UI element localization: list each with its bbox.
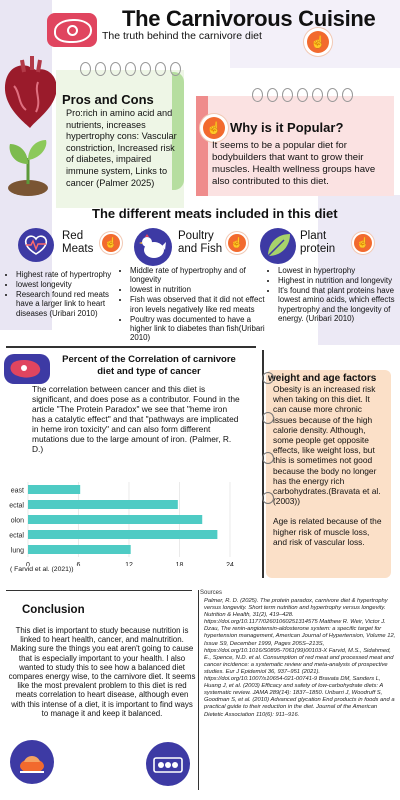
leaf-icon xyxy=(260,228,296,264)
sources-label: Sources xyxy=(200,590,223,596)
cancer-correlation-chart: 0 6 12 18 24 east ectal olon ectal lung xyxy=(9,482,234,566)
poultry-fish-list: Middle rate of hypertrophy and of longev… xyxy=(120,266,268,343)
list-item: Middle rate of hypertrophy and of longev… xyxy=(130,266,268,285)
bar xyxy=(28,545,131,554)
page-subtitle: The truth behind the carnivore diet xyxy=(102,30,262,42)
divider xyxy=(6,590,192,591)
list-item: Research found red meats have a larger l… xyxy=(16,290,128,318)
x-tick-label: 6 xyxy=(77,562,81,566)
correlation-title: Percent of the Correlation of carnivore … xyxy=(62,354,236,377)
seedling-icon xyxy=(8,140,48,196)
pros-cons-heading: Pros and Cons xyxy=(62,92,154,107)
bar xyxy=(28,515,203,524)
category-label: east xyxy=(11,488,24,495)
correlation-body: The correlation between cancer and this … xyxy=(32,384,240,454)
why-popular-heading: Why is it Popular? xyxy=(230,120,344,135)
pointer-icon: ☝ xyxy=(228,234,246,252)
steak-icon xyxy=(4,354,50,384)
list-item: Lowest in hypertrophy xyxy=(278,266,400,275)
red-meats-list: Highest rate of hypertrophy lowest longe… xyxy=(6,270,128,319)
red-meats-heading: Red Meats xyxy=(62,230,94,255)
chicken-icon xyxy=(134,228,172,266)
bar xyxy=(28,485,81,494)
weight-paragraph: Obesity is an increased risk when taking… xyxy=(273,384,381,507)
poultry-fish-heading: Poultry and Fish xyxy=(178,230,223,255)
plant-protein-list: Lowest in hypertrophy Highest in nutriti… xyxy=(268,266,400,324)
chart-caption: ( Farvid et al. (2021)) xyxy=(10,566,74,573)
turkey-icon xyxy=(10,740,54,784)
x-tick-label: 24 xyxy=(226,562,234,566)
pros-cons-rings xyxy=(80,62,185,81)
why-popular-card xyxy=(196,96,394,196)
weight-rings xyxy=(262,372,276,572)
pros-cons-card xyxy=(56,70,184,208)
list-item: lowest longevity xyxy=(16,280,128,289)
pointer-icon: ☝ xyxy=(354,234,372,252)
poultry-fish-pointer-button[interactable]: ☝ xyxy=(226,232,248,254)
plant-protein-pointer-button[interactable]: ☝ xyxy=(352,232,374,254)
list-item: Fish was observed that it did not effect… xyxy=(130,295,268,314)
category-label: ectal xyxy=(9,503,24,510)
age-paragraph: Age is related because of the higher ris… xyxy=(273,516,382,547)
why-popular-pointer-button[interactable]: ☝ xyxy=(200,114,228,142)
pointer-icon: ☝ xyxy=(102,234,120,252)
heartbeat-icon xyxy=(18,228,54,262)
list-item: Highest in nutrition and longevity xyxy=(278,276,400,285)
plant-protein-heading: Plant protein xyxy=(300,230,336,255)
pointer-icon: ☝ xyxy=(307,31,329,53)
x-tick-label: 18 xyxy=(176,562,184,566)
divider xyxy=(262,350,264,578)
pros-cons-accent xyxy=(172,72,184,190)
divider xyxy=(198,590,199,790)
left-lavender-panel xyxy=(0,0,52,330)
conclusion-heading: Conclusion xyxy=(22,604,85,616)
meats-section-title: The different meats included in this die… xyxy=(92,206,338,221)
x-tick-label: 0 xyxy=(26,562,30,566)
header-pointer-button[interactable]: ☝ xyxy=(304,28,332,56)
heart-organ-icon xyxy=(4,56,57,128)
weight-age-heading: weight and age factors xyxy=(268,373,377,384)
pointer-icon: ☝ xyxy=(203,117,225,139)
category-label: lung xyxy=(11,548,24,555)
why-popular-body: It seems to be a popular diet for bodybu… xyxy=(212,140,376,187)
right-lavender-panel xyxy=(318,195,400,345)
meat-icon xyxy=(47,13,97,47)
bar xyxy=(28,530,218,539)
why-popular-rings xyxy=(252,88,357,107)
conclusion-body: This diet is important to study because … xyxy=(8,626,196,718)
weight-age-card xyxy=(266,370,391,578)
page-title: The Carnivorous Cuisine xyxy=(122,6,376,31)
list-item: Poultry was documented to have a higher … xyxy=(130,315,268,343)
category-label: ectal xyxy=(9,533,24,540)
bar xyxy=(28,500,178,509)
egg-carton-icon xyxy=(146,742,190,786)
sources-body: Palmer, R. D. (2025). The protein parado… xyxy=(204,598,396,718)
red-meats-pointer-button[interactable]: ☝ xyxy=(100,232,122,254)
category-label: olon xyxy=(11,518,24,525)
why-popular-accent xyxy=(196,96,208,196)
pros-cons-body: Pro:rich in amino acid and nutrients, in… xyxy=(66,108,177,188)
list-item: Highest rate of hypertrophy xyxy=(16,270,128,279)
divider xyxy=(6,346,256,348)
list-item: lowest in nutrition xyxy=(130,285,268,294)
list-item: It's found that plant proteins have lowe… xyxy=(278,286,400,324)
weight-age-body: Obesity is an increased risk when taking… xyxy=(273,384,385,547)
x-tick-label: 12 xyxy=(125,562,133,566)
